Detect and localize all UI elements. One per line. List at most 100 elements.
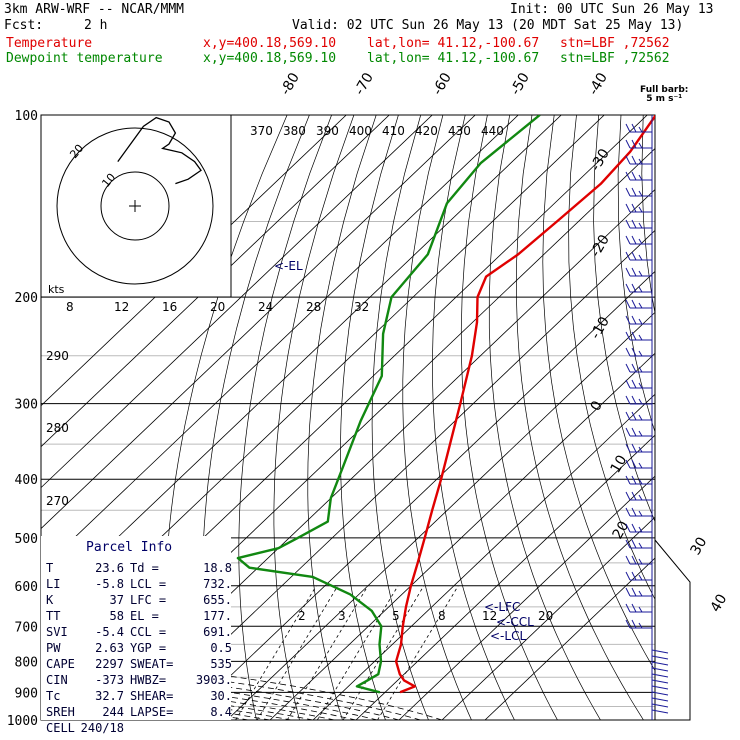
mixing-ratio-label: 8	[438, 609, 446, 623]
mixing-ratio-label: 20	[538, 609, 553, 623]
wind-barb-flag	[638, 510, 643, 517]
parcel-row: CAPE 2297 SWEAT= 535	[46, 656, 236, 672]
parcel-key: YGP =	[130, 641, 167, 655]
parcel-key: T	[46, 561, 54, 575]
mixing-ratio-label: 12	[482, 609, 497, 623]
parcel-row: T 23.6 Td = 18.8	[46, 560, 236, 576]
parcel-key: SREH	[46, 705, 75, 719]
parcel-value: -5.4	[95, 625, 124, 639]
parcel-key: CAPE	[46, 657, 75, 671]
dewpoint-legend: Dewpoint temperature	[6, 51, 163, 66]
isotherm-line	[226, 311, 655, 720]
mixing-ratio-line	[316, 585, 399, 720]
wind-barb-flag	[625, 571, 631, 581]
isotherm-line	[441, 516, 655, 720]
speed-scale-label: 32	[354, 300, 369, 314]
wind-barb-flag	[625, 187, 631, 197]
wind-barb-flag	[625, 283, 631, 293]
wind-barb-flag	[638, 446, 643, 453]
dry-adiabat	[732, 115, 740, 720]
parcel-value: 535	[210, 657, 232, 671]
speed-scale-label: 16	[162, 300, 177, 314]
wind-barb-flag	[625, 411, 631, 421]
wind-barb-flag	[631, 331, 637, 341]
wind-barb-flag	[625, 267, 631, 277]
mixing-ratio-line	[256, 585, 339, 720]
temperature-xy: x,y=400.18,569.10	[203, 36, 337, 51]
parcel-key: LAPSE=	[130, 705, 174, 719]
wind-barb-flag	[638, 270, 643, 277]
wind-barb-low	[651, 679, 669, 684]
theta-label: 430	[448, 124, 471, 138]
wind-barb-flag	[625, 603, 631, 613]
wind-barb-low	[651, 709, 669, 714]
wind-barb-flag	[638, 302, 643, 309]
isotherm-line	[41, 115, 562, 612]
wind-barb-low	[651, 703, 669, 708]
dry-adiabat	[542, 115, 655, 672]
hodograph-ring	[100, 171, 170, 241]
isotherm-line	[41, 115, 347, 407]
isotherm-label: 40	[708, 592, 731, 615]
parcel-row: TT 58 EL = 177.	[46, 608, 236, 624]
barb-key-line1: Full barb:	[640, 85, 689, 95]
mixing-ratio-line	[235, 585, 317, 720]
wind-barb-flag	[631, 507, 637, 517]
dry-adiabat	[710, 115, 740, 720]
dry-adiabat	[593, 115, 655, 523]
moist-adiabat	[41, 658, 421, 720]
plot-edge	[654, 539, 691, 721]
parcel-key: Td =	[130, 561, 159, 575]
wind-barb-flag	[625, 139, 631, 149]
theta-label-left: 290	[46, 349, 69, 363]
dry-adiabat	[688, 115, 740, 720]
hodograph-ring	[56, 127, 214, 285]
dewpoint-trace	[236, 115, 541, 694]
parcel-key: LCL =	[130, 577, 167, 591]
pressure-label: 600	[15, 580, 38, 595]
parcel-value: 732.	[203, 577, 232, 591]
wind-barb-flag	[638, 590, 643, 597]
speed-scale-label: 20	[210, 300, 225, 314]
wind-barb-flag	[631, 619, 637, 629]
parcel-value: 58	[109, 609, 124, 623]
wind-barb-flag	[631, 555, 637, 565]
dry-adiabat	[460, 115, 558, 720]
theta-label: 440	[481, 124, 504, 138]
wind-barb-flag	[631, 139, 637, 149]
isotherm-label: 0	[588, 398, 606, 414]
wind-barb-flag	[638, 478, 643, 485]
parcel-value: -5.8	[95, 577, 124, 591]
parcel-key: CIN	[46, 673, 68, 687]
wind-barb-flag	[631, 587, 637, 597]
parcel-value: 691.	[203, 625, 232, 639]
wind-barb-flag	[638, 334, 643, 341]
wind-barb-flag	[631, 395, 637, 405]
mixing-ratio-label: 3	[338, 609, 346, 623]
parcel-row: SREH 244 LAPSE= 8.4	[46, 704, 236, 720]
isotherm-label: -60	[430, 70, 455, 98]
wind-barb-flag	[631, 299, 637, 309]
wind-barb-flag	[625, 443, 631, 453]
parcel-value: 0.5	[210, 641, 232, 655]
wind-barb-flag	[631, 267, 637, 277]
dry-adiabat	[273, 115, 355, 720]
parcel-row: CIN -373 HWBZ= 3903.	[46, 672, 236, 688]
wind-barb-flag	[638, 606, 643, 613]
plot-frame	[40, 114, 656, 721]
wind-barb-flag	[638, 366, 643, 373]
parcel-key: HWBZ=	[130, 673, 167, 687]
isotherm-line	[140, 229, 655, 720]
fcst-label: Fcst:	[4, 18, 44, 33]
valid-time: Valid: 02 UTC Sun 26 May 13 (20 MDT Sat …	[292, 18, 684, 33]
parcel-value: 244	[102, 705, 124, 719]
wind-barb-flag	[638, 430, 643, 437]
dry-adiabat	[641, 115, 655, 316]
hodograph-units: kts	[48, 283, 65, 296]
pressure-label: 300	[15, 398, 38, 413]
wind-barb-flag	[638, 126, 643, 133]
dry-adiabat	[238, 115, 332, 720]
wind-barb-flag	[638, 174, 643, 181]
speed-scale-label: 12	[114, 300, 129, 314]
